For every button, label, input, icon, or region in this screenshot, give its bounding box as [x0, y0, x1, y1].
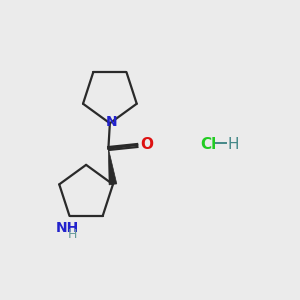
Text: N: N — [106, 115, 117, 129]
Text: Cl: Cl — [200, 136, 217, 152]
Text: H: H — [228, 136, 239, 152]
Text: NH: NH — [56, 221, 79, 235]
Text: O: O — [140, 137, 153, 152]
Polygon shape — [108, 148, 117, 185]
Text: H: H — [68, 228, 77, 241]
